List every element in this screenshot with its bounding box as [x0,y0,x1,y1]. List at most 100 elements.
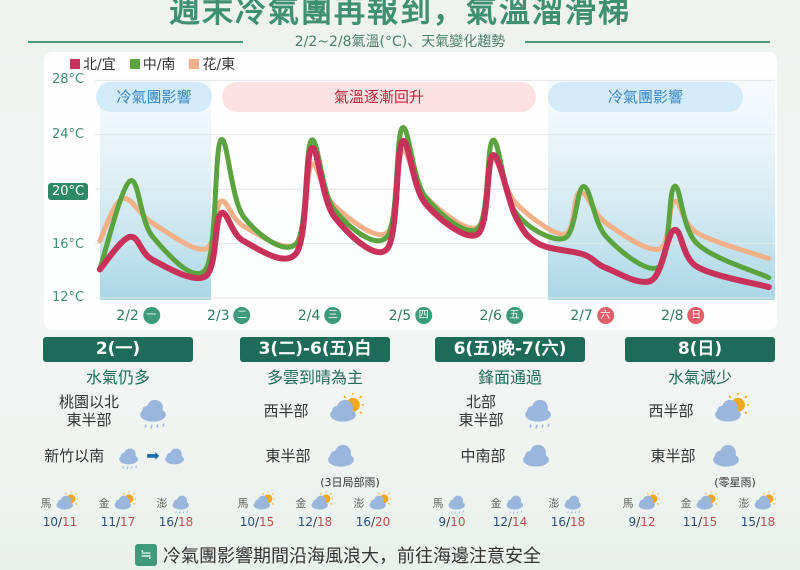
divider [525,41,770,43]
cloud-icon [712,445,739,467]
temp-low: 16 [550,515,566,530]
temp-high: 14 [512,515,528,530]
temp-high: 15 [259,515,275,530]
region-note [23,474,213,488]
legend-swatch [189,59,200,69]
legend-item: 北/宜 [70,54,116,74]
weekday-badge: 六 [596,307,614,324]
band-cold-label: 冷氣團影響 [96,82,212,112]
sun-cloud-icon [638,491,660,510]
rain-cloud-icon [524,400,551,429]
panel-summary: 水氣減少 [667,368,732,387]
forecast-panel: 2(一) 水氣仍多 桃園以北 東半部 新竹以南 ➡ 馬 10/11 金 11/17 澎 16… [23,337,213,530]
temp-high: 17 [120,515,136,530]
island-temps: 16/18 [550,515,586,530]
temp-high: 10 [450,515,466,530]
weekday-badge: 三 [324,307,342,324]
island-forecast: 金 12/18 [286,490,344,529]
weekday-badge: 二 [233,307,251,324]
island-temps: 9/10 [438,515,466,530]
island-temps: 16/20 [355,515,391,530]
cold-shading [100,80,211,300]
panel-header: 8(日) [625,337,775,362]
legend-label: 花/東 [202,57,236,73]
weekday-badge: 四 [415,307,433,324]
region-label: 東半部 [650,447,696,465]
temp-high: 15 [702,515,718,530]
subtitle: 2/2~2/8氣溫(°C)、天氣變化趨勢 [294,34,506,50]
sun-cloud-icon [369,491,391,510]
x-tick: 2/5 四 [389,307,433,324]
temp-high: 20 [375,515,391,530]
series-line-1 [97,125,772,281]
island-forecast: 金 11/17 [89,490,147,529]
rain-cloud-icon [506,495,523,515]
x-tick: 2/6 五 [479,307,523,324]
panel-summary: 水氣仍多 [85,368,150,387]
arrow-icon: ➡ [146,445,160,465]
island-temps: 9/12 [628,515,656,530]
island-temps: 16/18 [158,515,194,530]
temp-low: 11 [682,515,698,530]
island-name: 馬 [40,497,52,511]
region-label: 西半部 [648,402,694,420]
island-name: 金 [98,497,110,511]
legend-label: 北/宜 [83,57,116,73]
weekday-badge: 日 [687,307,705,324]
temp-high: 11 [62,515,78,530]
region-label: 新竹以南 [44,447,105,465]
y-tick: 16°C [52,237,85,252]
cloud-icon [327,445,354,467]
x-tick: 2/2 一 [116,307,160,324]
temp-high: 18 [570,515,586,530]
panel-header: 2(一) [43,337,193,362]
rain-cloud-icon [172,495,189,515]
wind-icon: ≒ [135,544,157,566]
x-tick-date: 2/2 [116,307,139,324]
y-tick: 12°C [52,290,85,305]
panel-summary: 多雲到晴為主 [266,368,363,387]
x-tick-date: 2/4 [297,307,321,324]
band-warm-label: 氣溫逐漸回升 [222,82,536,112]
x-tick-date: 2/7 [570,307,593,324]
footer-warning: ≒ 冷氣團影響期間沿海風浪大，前往海邊注意安全 [135,542,541,568]
island-forecast: 馬 10/11 [31,490,89,529]
footer-text: 冷氣團影響期間沿海風浪大，前往海邊注意安全 [163,546,541,567]
island-temps: 10/15 [239,515,275,530]
temp-high: 18 [178,515,194,530]
temp-high: 18 [760,515,776,530]
region-label: 東半部 [265,447,311,465]
forecast-panel: 3(二)-6(五)白 多雲到晴為主 西半部 東半部 (3日局部雨) 馬 10/15… [220,337,410,530]
sun-cloud-icon [311,491,333,510]
island-temps: 11/17 [100,515,136,530]
rain-cloud-icon [448,495,465,515]
temp-low: 10 [239,515,255,530]
island-forecast: 金 12/14 [481,490,539,529]
y-tick: 28°C [52,72,85,87]
island-name: 馬 [432,497,444,511]
sun-cloud-icon [754,491,776,510]
temp-low: 16 [355,515,371,530]
sun-cloud-icon [714,393,749,422]
island-temps: 15/18 [740,515,776,530]
island-name: 金 [490,497,502,511]
island-forecast: 金 11/15 [671,490,729,529]
temp-low: 11 [100,515,116,530]
y-tick: 24°C [52,127,85,142]
cloud-icon [522,445,549,467]
island-temps: 11/15 [682,515,718,530]
weekday-badge: 五 [505,307,523,324]
forecast-panel: 6(五)晚-7(六) 鋒面通過 北部 東半部 中南部 馬 9/10 金 12/14 澎 1… [415,337,605,530]
island-temps: 12/14 [492,515,528,530]
band-cold-label: 冷氣團影響 [548,82,743,112]
sun-cloud-icon [696,491,718,510]
forecast-panel: 8(日) 水氣減少 西半部 東半部 (零星雨) 馬 9/12 金 11/15 澎 15/1… [605,337,795,530]
island-forecast: 馬 9/10 [423,490,481,529]
cloud-icon [164,448,184,464]
island-forecast: 澎 15/18 [729,490,787,529]
divider [28,41,243,43]
panel-header: 3(二)-6(五)白 [240,337,390,362]
x-tick: 2/7 六 [570,307,614,324]
island-name: 澎 [738,497,750,511]
legend-item: 花/東 [189,54,235,74]
